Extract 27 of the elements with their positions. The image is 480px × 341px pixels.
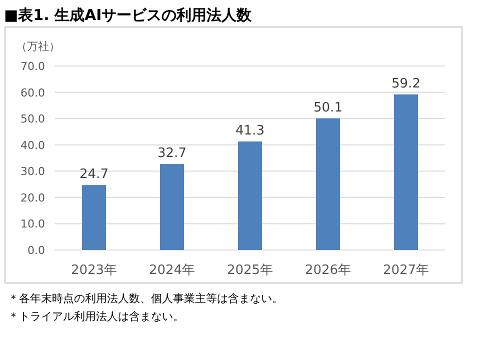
bar xyxy=(316,118,340,250)
data-label: 24.7 xyxy=(80,167,108,182)
text: ＊各年末時点の利用法人数、個人事業主等は含まない。 xyxy=(8,292,283,305)
text: ＊トライアル利用法人は含まない。 xyxy=(8,310,184,323)
data-label: 50.1 xyxy=(314,100,342,116)
y-tick-label: 30.0 xyxy=(20,165,45,178)
x-tick-label: 2024年 xyxy=(148,263,196,278)
y-tick-label: 60.0 xyxy=(20,86,45,100)
y-tick-label: 50.0 xyxy=(20,112,45,126)
data-label: 41.3 xyxy=(236,123,264,138)
data-label: 59.2 xyxy=(392,76,420,92)
data-label: 32.7 xyxy=(158,146,186,162)
x-tick-label: 2023年 xyxy=(70,263,118,278)
y-tick-label: 0.0 xyxy=(28,244,45,257)
x-tick-label: 2026年 xyxy=(304,263,352,278)
y-tick-label: 10.0 xyxy=(20,218,45,231)
x-tick-label: 2025年 xyxy=(226,263,274,278)
y-tick-label: 40.0 xyxy=(20,138,45,152)
y-tick-label: 70.0 xyxy=(20,60,45,73)
bar xyxy=(394,94,418,250)
bar xyxy=(82,185,106,250)
bar xyxy=(160,164,184,250)
y-tick-label: 20.0 xyxy=(20,191,45,204)
y-axis-title: （万社） xyxy=(16,40,60,53)
bar xyxy=(238,141,262,250)
x-tick-label: 2027年 xyxy=(382,263,430,278)
chart-title: ■表1. 生成AIサービスの利用法人数 xyxy=(4,6,253,24)
